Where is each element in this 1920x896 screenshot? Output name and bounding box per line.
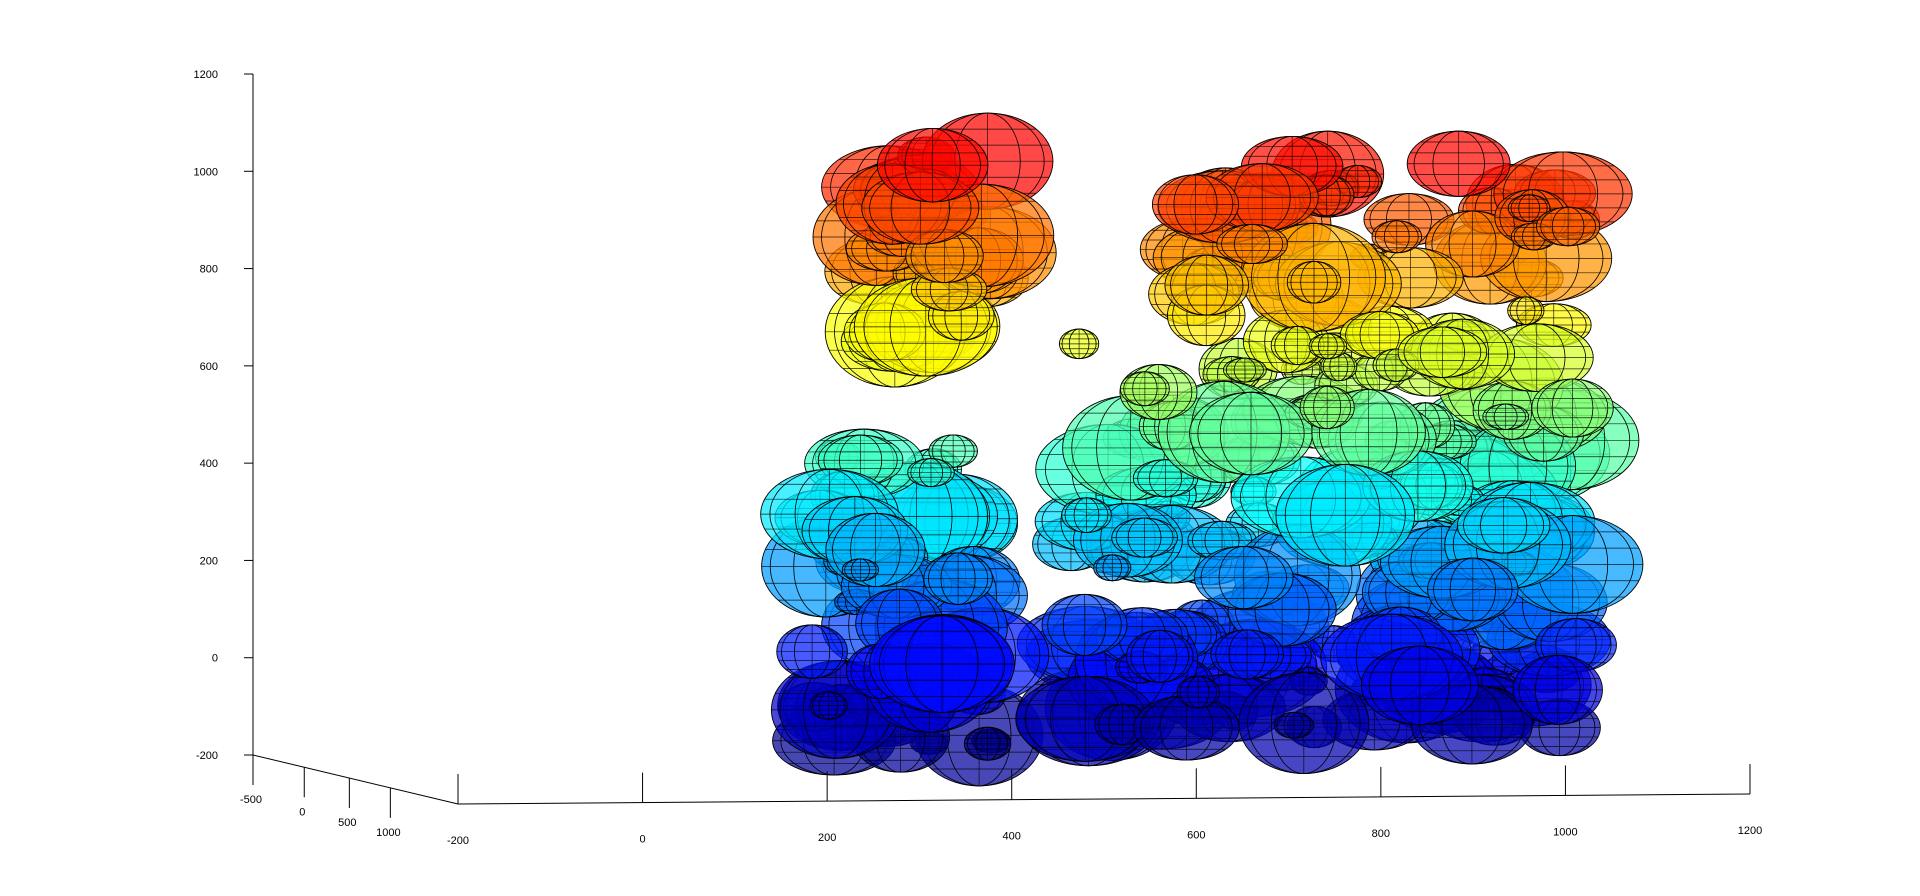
x-tick-label: 200: [818, 832, 836, 844]
x-tick-label: 800: [1372, 828, 1390, 840]
z-axis-ticks: -200 0 200 400 600 800 1000 1200: [194, 69, 253, 762]
ellipsoid-3: [1427, 557, 1519, 622]
z-tick-label: 1200: [194, 69, 218, 81]
ellipsoid-3: [1512, 654, 1603, 725]
ellipsoid-3: [1194, 545, 1294, 610]
ellipsoid-3: [1299, 385, 1355, 430]
ellipsoid-2: [869, 615, 1015, 713]
z-tick-label: 0: [212, 653, 218, 665]
ellipsoid-3: [1058, 328, 1100, 360]
z-tick-label: 400: [200, 458, 218, 470]
ellipsoid-1: [1151, 174, 1240, 235]
z-tick-label: 1000: [194, 166, 218, 178]
ellipsoid-2: [907, 458, 955, 488]
z-tick-label: 800: [200, 264, 218, 276]
y-axis-ticks: -500 0 500 1000: [240, 755, 401, 839]
ellipsoid-3: [1111, 517, 1178, 558]
ellipsoid-3: [1273, 711, 1314, 739]
x-tick-label: 400: [1003, 831, 1021, 843]
ellipsoid-3: [1531, 378, 1614, 438]
ellipsoid-2: [923, 552, 993, 605]
ellipsoid-1: [1536, 206, 1601, 247]
ellipsoid-1: [1286, 260, 1342, 304]
axes: -200 0 200 400 600 800 1000 1200 -500 0 500 1000 -…: [194, 69, 1763, 847]
z-tick-label: 200: [200, 555, 218, 567]
ellipsoid-2: [776, 624, 848, 679]
z-tick-label: 600: [200, 361, 218, 373]
ellipsoid-2: [841, 558, 880, 582]
ellipsoid-3: [1093, 554, 1132, 582]
ellipsoid-1: [1371, 220, 1423, 254]
ellipsoid-2: [963, 726, 1012, 761]
ellipsoid-3: [1397, 326, 1488, 378]
ellipsoid-clusters: [760, 112, 1644, 787]
ellipsoid-2: [809, 691, 848, 720]
ellipsoid-3: [1210, 629, 1284, 680]
ellipsoid-3: [1456, 497, 1551, 554]
y-tick-label: 1000: [376, 827, 400, 839]
x-tick-label: 600: [1187, 829, 1205, 841]
ellipsoid-3: [1176, 675, 1220, 709]
ellipsoid-3: [1061, 497, 1112, 533]
ellipsoid-3: [1222, 357, 1267, 383]
y-tick-label: 500: [338, 817, 356, 829]
z-tick-label: -200: [196, 750, 218, 762]
x-tick-label: -200: [447, 835, 469, 847]
y-axis-line: [252, 754, 459, 805]
x-tick-label: 0: [640, 834, 646, 846]
ellipsoid-1: [1216, 223, 1288, 265]
x-tick-label: 1200: [1738, 825, 1762, 837]
ellipsoid-3: [1275, 463, 1416, 567]
x-axis-ticks: -200 0 200 400 600 800 1000 1200: [447, 764, 1762, 847]
ellipsoid-3: [1308, 333, 1348, 360]
ellipsoid-1: [1507, 296, 1545, 325]
ellipsoid-1: [1507, 194, 1551, 222]
ellipsoid-3: [1189, 391, 1313, 476]
ellipsoid-0: [876, 127, 989, 203]
y-tick-label: 0: [299, 806, 305, 818]
ellipsoid-3: [1119, 371, 1170, 407]
x-tick-label: 1000: [1553, 826, 1577, 838]
ellipsoid-3: [1482, 403, 1530, 430]
y-tick-label: -500: [240, 794, 262, 806]
ellipsoid-3: [1126, 629, 1194, 683]
x-axis-line: [457, 793, 1751, 805]
ellipsoid-3: [1041, 593, 1128, 656]
ellipsoid-1: [1406, 130, 1511, 197]
ellipsoid-1: [1164, 254, 1249, 316]
ellipsoid-3: [1360, 645, 1479, 726]
